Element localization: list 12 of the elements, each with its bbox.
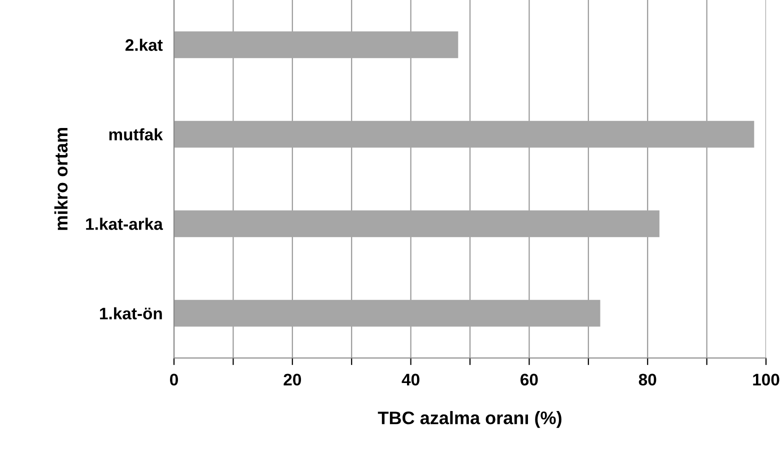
x-tick-label: 40 <box>402 374 420 386</box>
x-tick-label: 100 <box>753 374 780 386</box>
x-tick-label: 80 <box>638 374 656 386</box>
y-tick-label: mutfak <box>109 128 163 140</box>
x-tick-label: 20 <box>284 374 301 386</box>
x-axis-title: TBC azalma oranı (%) <box>378 411 562 428</box>
y-tick-label: 1.kat-ön <box>100 307 162 320</box>
y-tick-label: 2.kat <box>125 38 163 51</box>
y-tick-label: 1.kat-arka <box>86 218 163 230</box>
x-tick-label: 60 <box>520 374 538 386</box>
y-axis-title: mikro ortam <box>54 128 68 230</box>
x-tick-label: 0 <box>170 374 178 386</box>
